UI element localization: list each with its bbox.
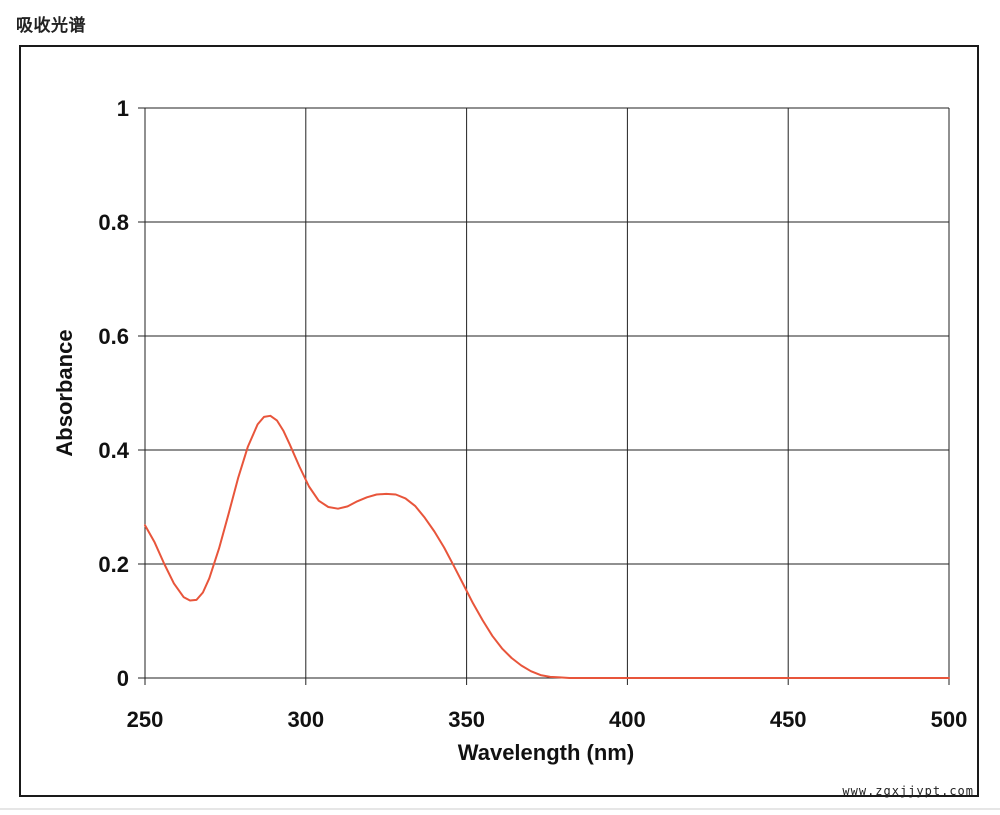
chart-frame (19, 45, 979, 797)
y-axis-title: Absorbance (52, 329, 77, 456)
x-tick-label: 500 (931, 707, 968, 732)
y-tick-label: 1 (117, 96, 129, 121)
page-heading: 吸收光谱 (16, 16, 86, 36)
x-tick-label: 400 (609, 707, 646, 732)
x-tick-label: 300 (287, 707, 324, 732)
x-tick-label: 250 (127, 707, 164, 732)
y-tick-label: 0.6 (98, 324, 129, 349)
x-axis-title: Wavelength (nm) (458, 740, 634, 765)
x-tick-label: 450 (770, 707, 807, 732)
absorbance-curve (144, 414, 950, 679)
x-tick-label: 350 (448, 707, 485, 732)
grid-layer (138, 107, 950, 685)
y-tick-label: 0.4 (98, 438, 129, 463)
bottom-divider (0, 808, 1000, 810)
y-tick-label: 0.2 (98, 552, 129, 577)
watermark-text: www.zgxjjypt.com (842, 784, 974, 798)
y-tick-label: 0.8 (98, 210, 129, 235)
tick-labels: 250 300 350 400 450 500 0 0.2 0.4 0.6 0.8 1 (98, 96, 967, 732)
curve-layer (144, 414, 950, 679)
y-tick-label: 0 (117, 666, 129, 691)
